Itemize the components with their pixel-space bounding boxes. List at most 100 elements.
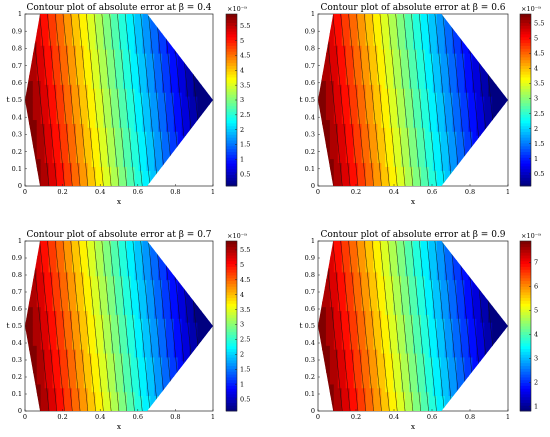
colorbar-tick-label: 2 (534, 125, 538, 133)
y-tick-label: 0.1 (12, 165, 22, 173)
y-tick-label: 1 (311, 237, 315, 245)
contour-line (348, 241, 367, 411)
colorbar-exponent: ×10⁻⁹ (227, 5, 247, 13)
contour-line (426, 14, 445, 186)
y-tick-label: 0.4 (305, 113, 315, 121)
contour-line (395, 241, 414, 411)
colorbar-exponent: ×10⁻⁹ (227, 232, 247, 240)
colorbar-tick-label: 1 (534, 402, 538, 410)
x-tick-label: 1 (506, 188, 510, 196)
y-tick-label: 0.3 (305, 131, 315, 139)
x-tick-label: 0.6 (133, 413, 143, 421)
x-tick-label: 0.6 (427, 188, 437, 196)
y-tick-label: 0.4 (12, 339, 22, 347)
colorbar-tick-label: 3 (534, 95, 538, 103)
panel-title: Contour plot of absolute error at β = 0.… (26, 230, 211, 240)
y-tick-label: 0.8 (12, 271, 22, 279)
contour-line (418, 14, 437, 186)
contour-line (47, 241, 65, 411)
contour-line (364, 14, 382, 186)
x-tick-label: 0.4 (95, 413, 105, 421)
y-tick-label: 0.4 (305, 339, 315, 347)
x-tick-label: 0.2 (57, 188, 67, 196)
contour-line (93, 241, 112, 411)
x-tick-label: 0.6 (133, 188, 143, 196)
colorbar-frame (519, 13, 532, 187)
x-tick-label: 0.6 (427, 413, 437, 421)
contour-line (124, 241, 143, 411)
y-tick-label: 0.1 (305, 165, 315, 173)
contour-line (348, 14, 367, 186)
colorbar-tick-label: 3 (240, 96, 244, 104)
colorbar-tick-label: 4.5 (240, 276, 250, 284)
y-tick-label: 1 (311, 10, 315, 18)
colorbar-frame (225, 240, 238, 412)
y-tick-label: 0.3 (12, 356, 22, 364)
contour-line (93, 14, 112, 186)
contour-line (411, 241, 429, 411)
x-tick-label: 0.4 (95, 188, 105, 196)
contour-line (117, 241, 135, 411)
x-tick-label: 0.2 (351, 413, 361, 421)
colorbar-tick-label: 7 (534, 259, 538, 267)
colorbar-tick-label: 5 (240, 261, 244, 269)
y-tick-label: 0.6 (305, 305, 315, 313)
colorbar-tick-label: 3 (240, 321, 244, 329)
colorbar-tick-label: 0.5 (240, 170, 250, 178)
contour-line (86, 14, 104, 186)
contour-line (39, 241, 57, 411)
y-tick-label: 0 (311, 182, 315, 190)
contour-line (70, 14, 89, 186)
contour-line (117, 14, 135, 186)
y-tick-label: 1 (18, 10, 22, 18)
y-tick-label: 0.6 (12, 305, 22, 313)
y-tick-label: 0.9 (305, 254, 315, 262)
contour-line (364, 241, 382, 411)
colorbar-exponent: ×10⁻⁹ (521, 232, 541, 240)
contour-line (356, 241, 374, 411)
y-tick-label: 0.7 (12, 288, 22, 296)
y-tick-label: 0.5 (305, 322, 315, 330)
y-tick-label: 0.2 (305, 148, 315, 156)
colorbar-tick-label: 1 (240, 156, 244, 164)
contour-line (148, 241, 166, 411)
contour-line (387, 14, 406, 186)
y-tick-label: 0.2 (12, 373, 22, 381)
y-tick-label: 0.5 (305, 96, 315, 104)
colorbar: 0.5 1 1.5 2 2.5 3 3.5 4 4.5 5 5.5 ×10⁻⁹ (519, 5, 544, 187)
contour-line (101, 14, 120, 186)
chart-panel-4: 0 0.2 0.4 0.6 0.8 1 0 0.1 0.2 0.3 0.4 0.5 0.6 0.7 0.8 0… (299, 230, 541, 431)
y-tick-label: 0 (18, 407, 22, 415)
contour-line (340, 14, 359, 186)
contour-line (434, 14, 453, 186)
colorbar-tick-label: 5.5 (240, 246, 250, 254)
y-tick-label: 0.9 (305, 27, 315, 35)
y-tick-label: 0.1 (305, 390, 315, 398)
contour-line (332, 241, 351, 411)
contour-line (109, 241, 127, 411)
contour-line (411, 14, 429, 186)
contour-line (403, 14, 421, 186)
x-tick-label: 0.4 (389, 413, 399, 421)
contour-line (379, 14, 398, 186)
colorbar-tick-label: 1.5 (240, 365, 250, 373)
x-tick-label: 0.8 (465, 188, 475, 196)
contour-line (54, 241, 73, 411)
x-tick-label: 0.2 (57, 413, 67, 421)
colorbar-tick-label: 0.5 (240, 395, 250, 403)
x-tick-label: 0 (316, 188, 320, 196)
y-tick-label: 0.8 (12, 45, 22, 53)
y-tick-label: 0 (311, 407, 315, 415)
colorbar-exponent: ×10⁻⁹ (521, 5, 541, 13)
y-tick-label: 0.9 (12, 27, 22, 35)
x-tick-label: 1 (506, 413, 510, 421)
colorbar-tick-label: 3.5 (240, 306, 250, 314)
contour-line (124, 14, 143, 186)
panel-title: Contour plot of absolute error at β = 0.… (320, 3, 505, 13)
y-tick-label: 0.6 (12, 79, 22, 87)
y-tick-label: 0.5 (12, 96, 22, 104)
panel-title: Contour plot of absolute error at β = 0.… (26, 3, 211, 13)
colorbar-tick-label: 4.5 (240, 52, 250, 60)
colorbar-tick-label: 5 (534, 34, 538, 42)
contour-line (340, 241, 359, 411)
